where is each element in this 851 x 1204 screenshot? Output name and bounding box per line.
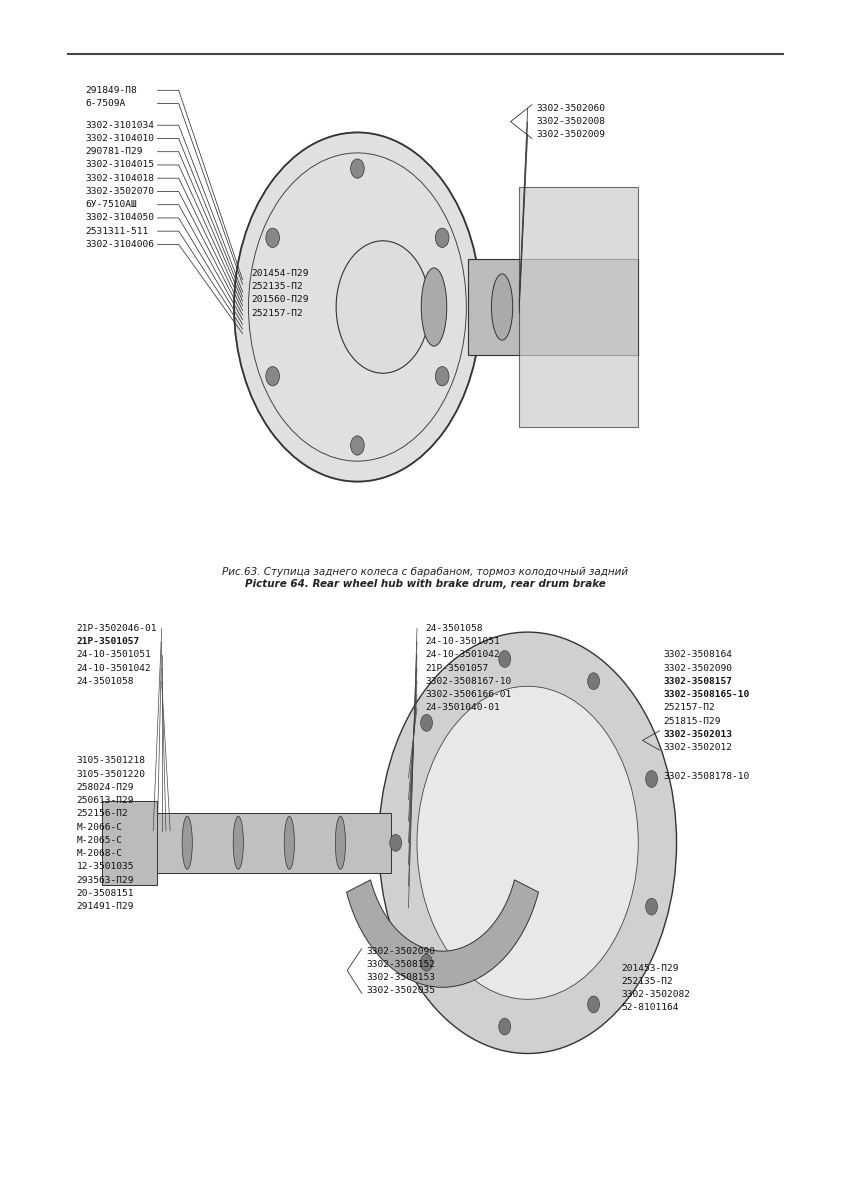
- Text: 3302-3502090: 3302-3502090: [664, 663, 733, 673]
- Text: 3105-3501220: 3105-3501220: [77, 769, 146, 779]
- Text: 6-7509А: 6-7509А: [85, 99, 125, 108]
- Text: М-2065-С: М-2065-С: [77, 836, 123, 845]
- Bar: [102, 801, 157, 885]
- Text: 291849-П8: 291849-П8: [85, 85, 137, 95]
- Text: 3302-3502090: 3302-3502090: [366, 946, 435, 956]
- Circle shape: [587, 673, 599, 690]
- Text: 201560-П29: 201560-П29: [251, 295, 309, 305]
- Circle shape: [499, 1019, 511, 1035]
- Text: 3302-3104015: 3302-3104015: [85, 160, 154, 170]
- Text: 3302-3502008: 3302-3502008: [536, 117, 605, 126]
- Text: 21Р-3501057: 21Р-3501057: [426, 663, 488, 673]
- Text: 252135-П2: 252135-П2: [251, 282, 303, 291]
- Text: 3302-3502013: 3302-3502013: [664, 730, 733, 739]
- Text: 3302-3502035: 3302-3502035: [366, 986, 435, 996]
- Text: 3302-3101034: 3302-3101034: [85, 120, 154, 130]
- Text: 3302-3502060: 3302-3502060: [536, 104, 605, 113]
- Text: М-2068-С: М-2068-С: [77, 849, 123, 858]
- Text: 3302-3502070: 3302-3502070: [85, 187, 154, 196]
- Circle shape: [420, 955, 432, 972]
- Text: 24-10-3501051: 24-10-3501051: [77, 650, 151, 660]
- Text: 3302-3508167-10: 3302-3508167-10: [426, 677, 511, 686]
- Text: 3302-3502012: 3302-3502012: [664, 743, 733, 752]
- Text: 3302-3502082: 3302-3502082: [621, 990, 690, 999]
- Text: 258024-П29: 258024-П29: [77, 783, 134, 792]
- Text: 24-3501058: 24-3501058: [426, 624, 483, 633]
- Text: 252156-П2: 252156-П2: [77, 809, 129, 819]
- Text: 21Р-3502046-01: 21Р-3502046-01: [77, 624, 157, 633]
- Circle shape: [646, 898, 658, 915]
- Text: 24-3501058: 24-3501058: [77, 677, 134, 686]
- Text: 3105-3501218: 3105-3501218: [77, 756, 146, 766]
- Text: 252135-П2: 252135-П2: [621, 976, 673, 986]
- Text: 252157-П2: 252157-П2: [251, 308, 303, 318]
- Text: 52-8101164: 52-8101164: [621, 1003, 679, 1013]
- Text: 12-3501035: 12-3501035: [77, 862, 134, 872]
- Text: 3302-3508165-10: 3302-3508165-10: [664, 690, 750, 700]
- Circle shape: [266, 366, 279, 385]
- Text: 201454-П29: 201454-П29: [251, 268, 309, 278]
- Bar: [519, 187, 638, 427]
- Text: 291491-П29: 291491-П29: [77, 902, 134, 911]
- Text: 24-10-3501042: 24-10-3501042: [426, 650, 500, 660]
- Text: 3302-3104006: 3302-3104006: [85, 240, 154, 249]
- Circle shape: [266, 228, 279, 247]
- Circle shape: [379, 632, 677, 1054]
- Text: 21Р-3501057: 21Р-3501057: [77, 637, 140, 647]
- Ellipse shape: [284, 816, 294, 869]
- Circle shape: [499, 650, 511, 667]
- Ellipse shape: [421, 267, 447, 347]
- Text: 3302-3508164: 3302-3508164: [664, 650, 733, 660]
- Bar: [468, 259, 638, 355]
- Text: 24-10-3501042: 24-10-3501042: [77, 663, 151, 673]
- Circle shape: [351, 159, 364, 178]
- Text: 3302-3104010: 3302-3104010: [85, 134, 154, 143]
- Wedge shape: [346, 880, 539, 987]
- Text: 250613-П29: 250613-П29: [77, 796, 134, 805]
- Circle shape: [417, 686, 638, 999]
- Text: 24-10-3501051: 24-10-3501051: [426, 637, 500, 647]
- Text: 3302-3508153: 3302-3508153: [366, 973, 435, 982]
- Circle shape: [390, 834, 402, 851]
- Text: 2531311-511: 2531311-511: [85, 226, 148, 236]
- Text: 20-3508151: 20-3508151: [77, 889, 134, 898]
- Text: 24-3501040-01: 24-3501040-01: [426, 703, 500, 713]
- Text: 201453-П29: 201453-П29: [621, 963, 679, 973]
- Text: 3302-3508157: 3302-3508157: [664, 677, 733, 686]
- Text: 3302-3508178-10: 3302-3508178-10: [664, 772, 750, 781]
- Text: 252157-П2: 252157-П2: [664, 703, 716, 713]
- Circle shape: [351, 436, 364, 455]
- Text: Рис.63. Ступица заднего колеса с барабаном, тормоз колодочный задний: Рис.63. Ступица заднего колеса с барабан…: [222, 567, 629, 577]
- Text: Picture 64. Rear wheel hub with brake drum, rear drum brake: Picture 64. Rear wheel hub with brake dr…: [245, 579, 606, 589]
- Text: 293563-П29: 293563-П29: [77, 875, 134, 885]
- Ellipse shape: [182, 816, 192, 869]
- Text: 3302-3502009: 3302-3502009: [536, 130, 605, 140]
- Circle shape: [336, 241, 430, 373]
- Text: 290781-П29: 290781-П29: [85, 147, 143, 157]
- Circle shape: [436, 228, 449, 247]
- Text: 3302-3508152: 3302-3508152: [366, 960, 435, 969]
- Circle shape: [587, 996, 599, 1013]
- Ellipse shape: [233, 816, 243, 869]
- Circle shape: [234, 132, 481, 482]
- Circle shape: [646, 771, 658, 787]
- Bar: [153, 813, 391, 873]
- Text: 251815-П29: 251815-П29: [664, 716, 722, 726]
- Text: 3302-3104018: 3302-3104018: [85, 173, 154, 183]
- Ellipse shape: [492, 273, 512, 340]
- Text: М-2066-С: М-2066-С: [77, 822, 123, 832]
- Ellipse shape: [335, 816, 346, 869]
- Circle shape: [436, 366, 449, 385]
- Circle shape: [420, 714, 432, 731]
- Text: 3302-3506166-01: 3302-3506166-01: [426, 690, 511, 700]
- Text: 3302-3104050: 3302-3104050: [85, 213, 154, 223]
- Text: 6У-7510АШ: 6У-7510АШ: [85, 200, 137, 209]
